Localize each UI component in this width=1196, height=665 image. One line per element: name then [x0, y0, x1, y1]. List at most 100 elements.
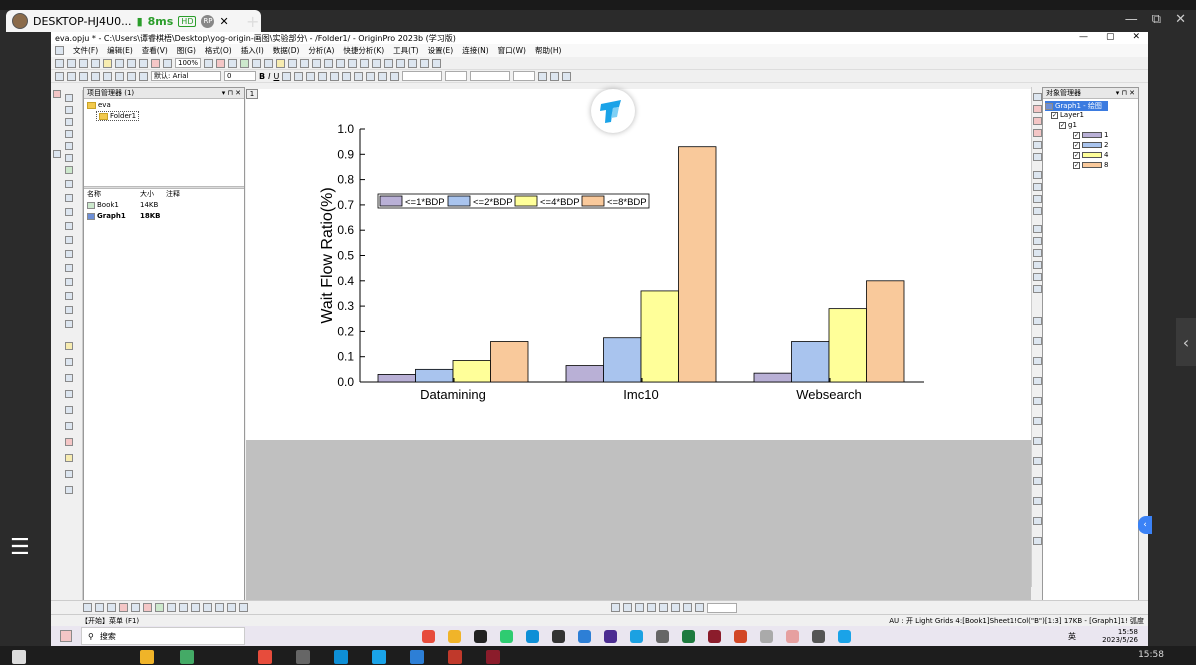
page-tab[interactable]: 1 — [246, 89, 258, 99]
column-plot-icon[interactable] — [119, 603, 128, 612]
align-top-icon[interactable] — [1033, 171, 1042, 179]
remote-app-icon[interactable] — [838, 630, 851, 643]
polar-plot-icon[interactable] — [227, 603, 236, 612]
menu-data[interactable]: 数据(D) — [272, 46, 300, 55]
host-remote-icon[interactable] — [372, 650, 386, 664]
tray-lang[interactable]: 英 — [1068, 632, 1076, 641]
menu-settings[interactable]: 设置(E) — [427, 46, 454, 55]
lines-icon[interactable] — [550, 71, 560, 81]
back-icon[interactable] — [1033, 261, 1042, 269]
stat-plot-icon[interactable] — [203, 603, 212, 612]
import-icon[interactable] — [139, 58, 148, 68]
host-zotero-icon[interactable] — [486, 650, 500, 664]
minimize-icon[interactable]: — — [1124, 12, 1138, 27]
script-icon[interactable] — [240, 58, 250, 68]
group-icon[interactable] — [1033, 225, 1042, 233]
font-color-icon[interactable] — [354, 71, 364, 81]
arrange-layers-icon[interactable] — [611, 603, 620, 612]
menu-quick-analysis[interactable]: 快捷分析(K) — [343, 46, 385, 55]
font-select[interactable]: 默认: Arial — [151, 71, 221, 81]
side-expand-icon[interactable]: ‹ — [1138, 516, 1152, 534]
apps-icon[interactable] — [312, 58, 322, 68]
layer-tool-icon[interactable] — [65, 358, 73, 366]
snap-icon[interactable] — [1033, 477, 1042, 485]
timestamp-tool-icon[interactable] — [65, 422, 73, 430]
zoom-select[interactable]: 100% — [175, 58, 202, 68]
template-icon[interactable] — [215, 603, 224, 612]
tree-group[interactable]: ✓ g1 — [1059, 121, 1077, 129]
panel-splitter[interactable] — [84, 186, 244, 189]
zotero-icon[interactable] — [708, 630, 721, 643]
plot-checkbox[interactable]: ✓ — [1073, 131, 1080, 139]
rotate-icon[interactable] — [1033, 397, 1042, 405]
rescale-icon[interactable] — [204, 58, 214, 68]
menu-app-icon[interactable] — [55, 46, 64, 55]
pie-plot-icon[interactable] — [167, 603, 176, 612]
legend-tool-icon[interactable] — [65, 390, 73, 398]
menu-view[interactable]: 查看(V) — [141, 46, 168, 55]
paste-format-icon[interactable] — [79, 71, 88, 81]
menu-edit[interactable]: 编辑(E) — [107, 46, 133, 55]
curved-arrow-tool-icon[interactable] — [65, 222, 73, 230]
tree-layer[interactable]: ✓ Layer1 — [1051, 111, 1084, 119]
region-tool-icon[interactable] — [65, 264, 73, 272]
cursor-tool-icon[interactable] — [65, 154, 73, 162]
align-bottom-icon[interactable] — [1033, 195, 1042, 203]
powerpoint-icon[interactable] — [734, 630, 747, 643]
plot-checkbox[interactable]: ✓ — [1073, 161, 1080, 169]
font-size-select[interactable]: 0 — [224, 71, 256, 81]
game-icon[interactable] — [812, 630, 825, 643]
ternary-plot-icon[interactable] — [239, 603, 248, 612]
results-log-icon[interactable] — [252, 58, 262, 68]
menu-tools[interactable]: 工具(T) — [393, 46, 419, 55]
distribute-icon[interactable] — [1033, 377, 1042, 385]
zoom-out-tool-icon[interactable] — [65, 118, 73, 126]
align-left-icon[interactable] — [342, 71, 352, 81]
qq-icon[interactable] — [474, 630, 487, 643]
command-window-icon[interactable] — [288, 58, 298, 68]
close-icon[interactable]: ✕ — [1175, 12, 1186, 27]
menu-help[interactable]: 帮助(H) — [534, 46, 562, 55]
backward-icon[interactable] — [1033, 285, 1042, 293]
insert-image-icon[interactable] — [65, 320, 73, 328]
add-right-axis-icon[interactable] — [635, 603, 644, 612]
tree-plot-4[interactable]: ✓ 4 — [1073, 151, 1108, 159]
superscript-icon[interactable] — [282, 71, 292, 81]
align-left-icon[interactable] — [1033, 207, 1042, 215]
menu-window[interactable]: 窗口(W) — [497, 46, 526, 55]
column-comment[interactable]: 注释 — [166, 190, 180, 198]
line-style-select[interactable] — [402, 71, 443, 81]
refresh-layer-icon[interactable] — [1033, 141, 1042, 149]
host-vscode-icon[interactable] — [410, 650, 424, 664]
host-app2-icon[interactable] — [448, 650, 462, 664]
folder-tool-icon[interactable] — [65, 454, 73, 462]
origin-icon[interactable] — [786, 630, 799, 643]
x-axis-icon[interactable] — [372, 58, 382, 68]
plot-setup-icon[interactable] — [1033, 105, 1042, 113]
link-layers-icon[interactable] — [695, 603, 704, 612]
remote-session-tab[interactable]: DESKTOP-HJ4U0... ▮ 8ms HD RP ✕ — [6, 10, 261, 32]
grid-plot-icon[interactable] — [131, 603, 140, 612]
ungroup-icon[interactable] — [1033, 237, 1042, 245]
grid-align-icon[interactable] — [1033, 457, 1042, 465]
copy-format-icon[interactable] — [67, 71, 76, 81]
layer-checkbox[interactable]: ✓ — [1051, 111, 1058, 119]
plot-checkbox[interactable]: ✓ — [1073, 151, 1080, 159]
host-start-icon[interactable] — [12, 650, 26, 664]
area-plot-icon[interactable] — [155, 603, 164, 612]
host-edge-icon[interactable] — [334, 650, 348, 664]
bar-plot-icon[interactable] — [143, 603, 152, 612]
new-icon[interactable] — [55, 58, 64, 68]
pointer-tool-icon[interactable] — [65, 94, 73, 102]
app-icon[interactable] — [760, 630, 773, 643]
italic-button[interactable]: I — [268, 71, 271, 81]
data-tool-icon[interactable] — [65, 142, 73, 150]
merge-icon[interactable] — [127, 71, 136, 81]
object-tool-icon[interactable] — [65, 438, 73, 446]
tree-plot-2[interactable]: ✓ 2 — [1073, 141, 1108, 149]
arrange-icon[interactable] — [139, 71, 148, 81]
table-tool-icon[interactable] — [65, 470, 73, 478]
chrome-app-icon[interactable] — [422, 630, 435, 643]
axis-icon[interactable] — [1033, 117, 1042, 125]
edit-icon[interactable] — [1033, 153, 1042, 161]
